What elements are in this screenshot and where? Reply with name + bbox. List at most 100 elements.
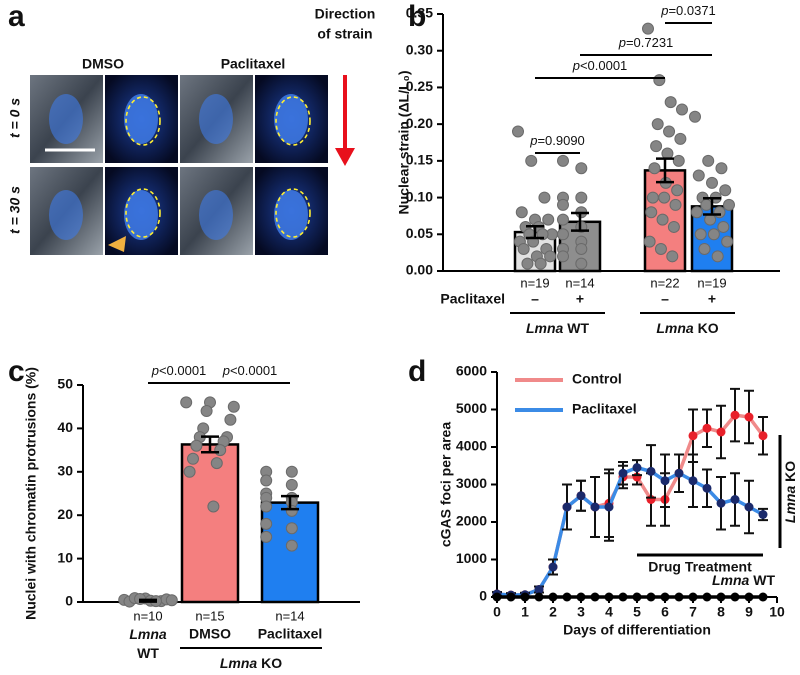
data-point: [694, 228, 707, 241]
y-tick-label: 20: [57, 506, 73, 522]
data-point: [674, 592, 684, 602]
data-point: [542, 213, 555, 226]
n-label: n=22: [650, 275, 679, 290]
data-point: [688, 431, 698, 441]
n-label: n=10: [133, 608, 162, 623]
data-point: [667, 220, 680, 233]
bar: [260, 501, 320, 604]
nucleus: [124, 190, 158, 240]
y-axis-title: Nuclei with chromatin protrusions (%): [23, 367, 39, 620]
error-bar: [281, 494, 299, 511]
data-point: [632, 463, 642, 473]
panel-letter: a: [8, 0, 25, 33]
column-label: Paclitaxel: [221, 56, 286, 72]
data-point: [653, 74, 666, 87]
data-point: [730, 495, 740, 504]
panel-a: a DMSO Paclitaxel Direction of strain t …: [7, 0, 375, 255]
data-point: [557, 213, 569, 226]
y-tick-label: 0.25: [406, 78, 433, 94]
data-point: [190, 439, 203, 452]
data-point: [576, 592, 586, 602]
data-point: [702, 423, 712, 433]
nucleus: [49, 190, 83, 240]
series-label: Lmna WT: [712, 572, 775, 588]
data-point: [534, 257, 547, 270]
data-point: [698, 242, 711, 255]
data-point: [656, 213, 669, 226]
data-point: [557, 198, 569, 211]
data-point: [730, 410, 740, 420]
nucleus: [199, 190, 233, 240]
data-point: [285, 465, 298, 478]
data-point: [224, 413, 237, 426]
data-point: [534, 592, 544, 602]
x-tick-label: –: [661, 291, 669, 307]
x-tick-label: –: [531, 291, 539, 307]
data-point: [648, 162, 661, 175]
annotation: Drug Treatment: [648, 559, 752, 575]
data-point: [651, 118, 664, 131]
data-point: [716, 427, 726, 437]
nucleus: [274, 190, 308, 240]
x-tick-label: 0: [493, 604, 501, 620]
data-point: [702, 483, 712, 493]
panel-letter: c: [8, 355, 25, 388]
series: [492, 592, 768, 602]
data-point: [702, 592, 712, 602]
data-point: [520, 592, 530, 602]
p-value: p<0.0001: [572, 58, 628, 73]
data-point: [165, 594, 178, 607]
data-point: [716, 498, 726, 508]
legend-label: Control: [572, 371, 622, 387]
data-point: [575, 191, 588, 204]
data-point: [654, 242, 667, 255]
data-point: [674, 132, 687, 145]
y-tick-label: 2000: [456, 513, 487, 529]
data-point: [671, 184, 684, 197]
row-label: Paclitaxel: [440, 291, 505, 307]
series: [492, 444, 768, 600]
data-point: [666, 250, 679, 263]
error-bar: [703, 197, 721, 216]
y-tick-label: 0.10: [406, 188, 433, 204]
y-tick-label: 0.00: [406, 262, 433, 278]
data-point: [260, 517, 273, 530]
data-group: [118, 396, 320, 608]
x-tick-label: 9: [745, 604, 753, 620]
data-point: [692, 169, 705, 182]
data-point: [706, 176, 718, 189]
x-tick-label: 2: [549, 604, 557, 620]
x-axis-title: Days of differentiation: [563, 622, 711, 638]
x-tick-label: 10: [769, 604, 785, 620]
y-tick-label: 0.20: [406, 115, 433, 131]
data-point: [285, 504, 298, 517]
data-point: [260, 474, 273, 487]
data-point: [548, 592, 558, 602]
data-point: [690, 206, 703, 219]
data-point: [704, 213, 717, 226]
y-tick-label: 0.35: [406, 5, 433, 21]
data-point: [525, 154, 538, 167]
data-point: [515, 206, 528, 219]
data-point: [200, 405, 213, 418]
data-point: [183, 465, 196, 478]
data-point: [285, 522, 298, 535]
row-label: t = 0 s: [7, 98, 23, 138]
data-point: [575, 162, 588, 175]
panel-letter: b: [408, 0, 426, 33]
arrowhead-marker: [108, 236, 126, 252]
data-point: [618, 468, 628, 478]
data-point: [180, 396, 193, 409]
data-point: [643, 235, 656, 248]
data-point: [645, 206, 658, 219]
data-point: [758, 592, 768, 602]
y-tick-label: 0.30: [406, 41, 433, 57]
data-point: [674, 468, 684, 478]
data-point: [658, 191, 671, 204]
data-point: [663, 125, 676, 138]
data-point: [618, 592, 628, 602]
data-point: [676, 103, 688, 116]
n-label: n=14: [275, 608, 304, 623]
p-value: p=0.9090: [529, 133, 585, 148]
data-point: [664, 96, 677, 109]
